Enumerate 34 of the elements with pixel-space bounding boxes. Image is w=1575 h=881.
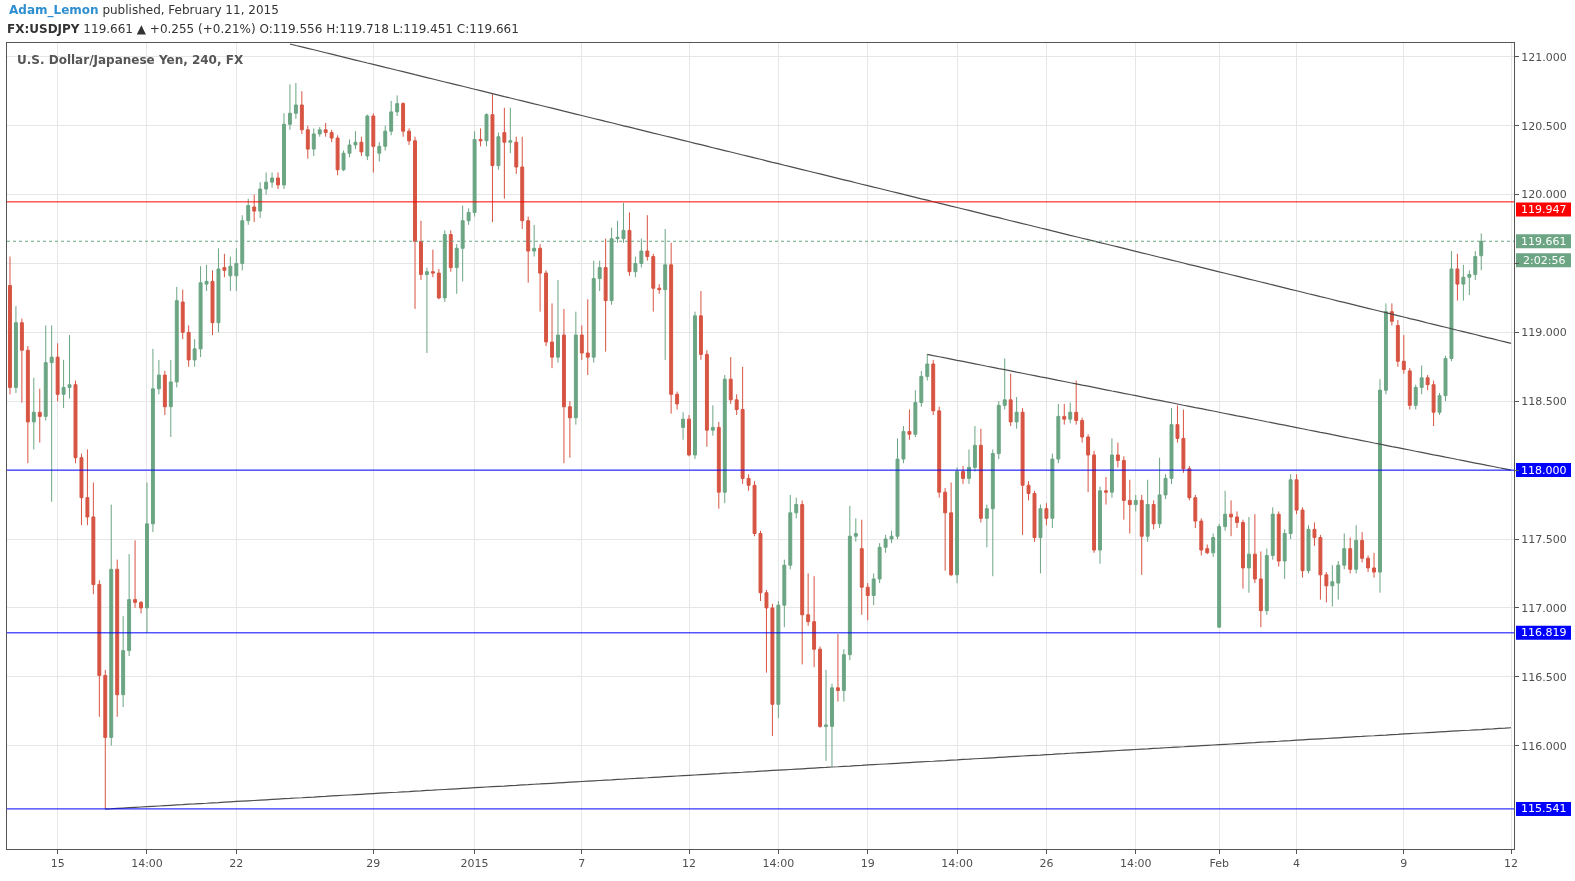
y-tick-label: 117.000 <box>1521 601 1567 615</box>
x-tick-label: 14:00 <box>762 857 795 871</box>
ref-line-label: 115.541 <box>1521 802 1567 815</box>
x-tick-label: 4 <box>1293 857 1301 871</box>
text: Adam_Lemon published, February 11, 2015 <box>9 3 279 18</box>
x-tick-label: 22 <box>229 857 244 871</box>
y-tick-label: 116.500 <box>1521 670 1567 684</box>
x-tick-label: 29 <box>366 857 381 871</box>
chart-title: FX:USDJPY 119.661 ▲ +0.255 (+0.21%) O:119.556 H:119.718 L:119.451 C:119.661 <box>7 22 519 37</box>
ref-line-label: 119.947 <box>1521 203 1567 216</box>
ref-line-label: 116.819 <box>1521 626 1567 639</box>
y-tick-label: 120.000 <box>1521 188 1567 202</box>
x-tick-label: 12 <box>682 857 697 871</box>
x-tick-label: 9 <box>1400 857 1408 871</box>
x-tick-label: 2015 <box>460 857 489 871</box>
x-tick-label: 19 <box>860 857 875 871</box>
x-tick-label: 12 <box>1504 857 1519 871</box>
ref-line-label: 119.661 <box>1521 235 1567 248</box>
x-tick-label: 15 <box>50 857 65 871</box>
x-tick-label: 14:00 <box>941 857 973 871</box>
x-tick-label: 14:00 <box>131 857 163 871</box>
y-tick-label: 120.500 <box>1521 119 1567 133</box>
text: U.S. Dollar/Japanese Yen, 240, FX <box>17 53 244 67</box>
x-tick-label: Feb <box>1209 857 1229 871</box>
ref-line-label: 118.000 <box>1521 464 1567 477</box>
text: 2:02:56 <box>1523 254 1566 267</box>
x-tick-label: 26 <box>1039 857 1054 871</box>
y-tick-label: 118.500 <box>1521 395 1567 409</box>
x-tick-label: 14:00 <box>1119 857 1152 871</box>
y-tick-label: 117.500 <box>1521 532 1567 546</box>
y-tick-label: 121.000 <box>1521 50 1567 64</box>
y-tick-label: 116.000 <box>1521 739 1567 753</box>
x-tick-label: 7 <box>578 857 586 871</box>
y-tick-label: 119.000 <box>1521 326 1567 340</box>
